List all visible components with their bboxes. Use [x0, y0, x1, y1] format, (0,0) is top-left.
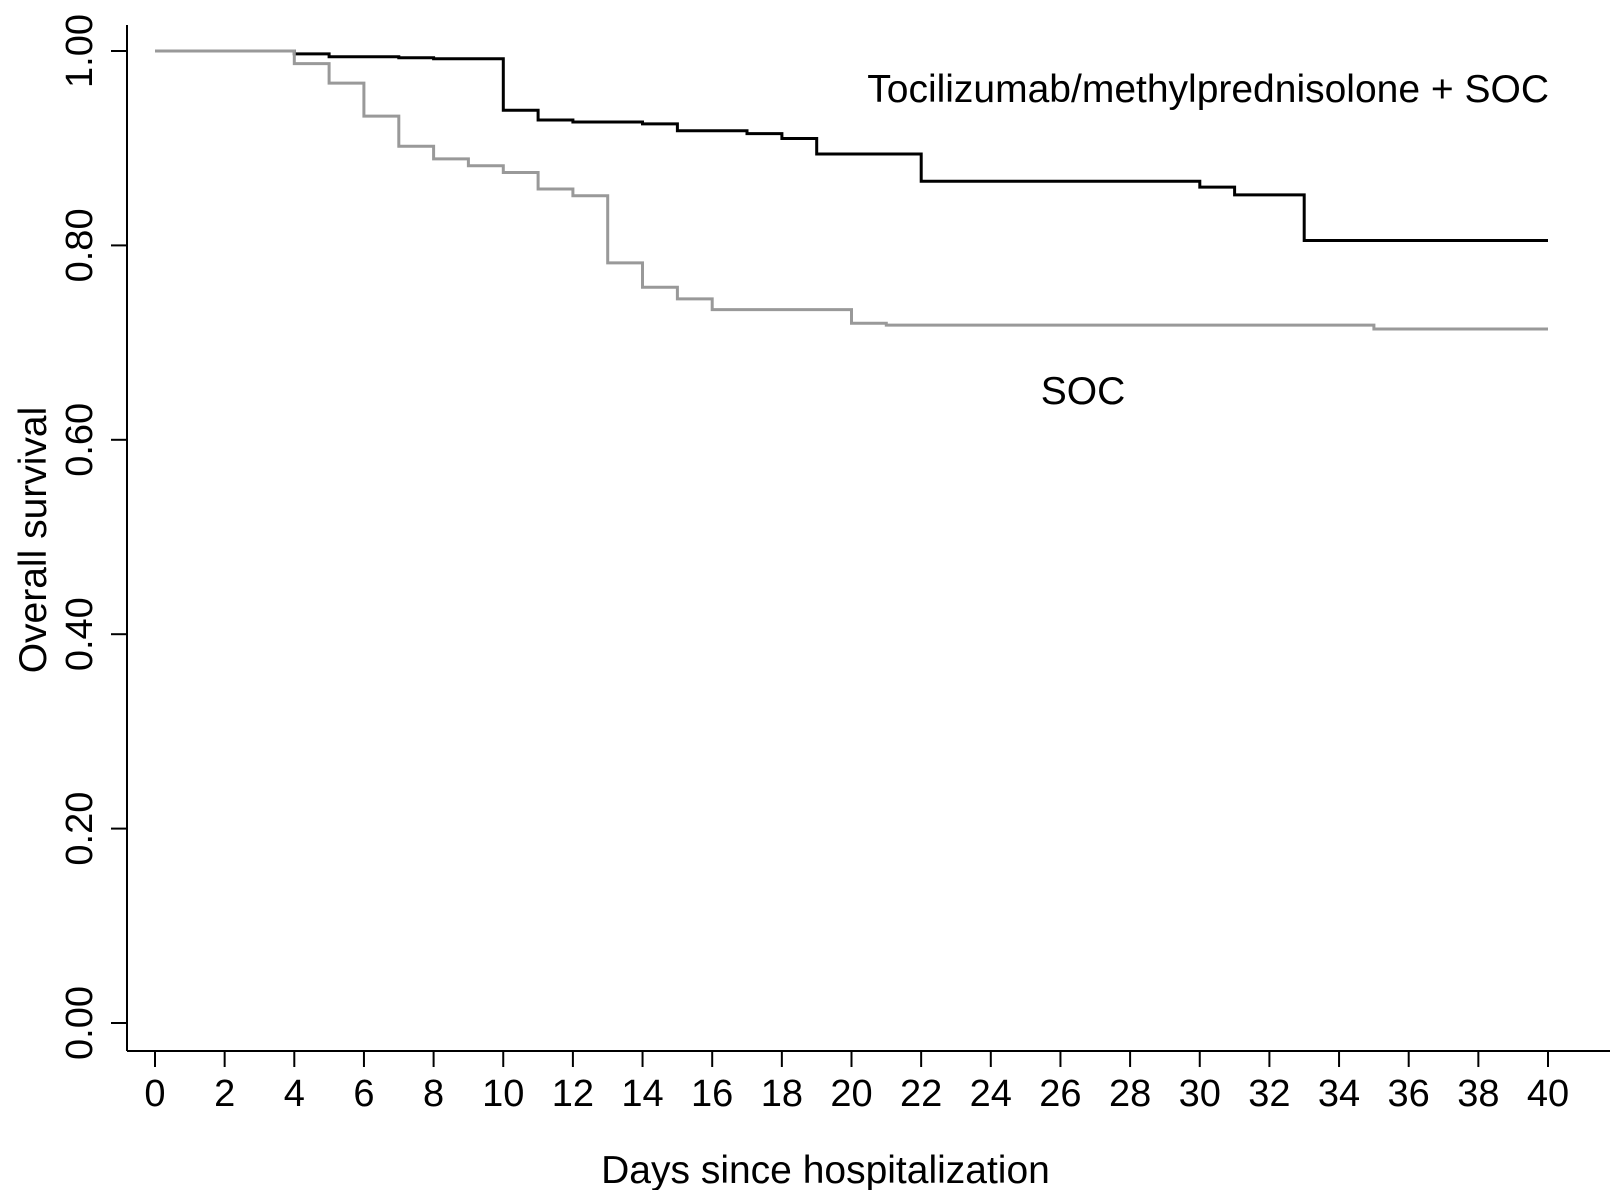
x-tick-label: 40 [1527, 1073, 1569, 1115]
y-tick-label: 1.00 [59, 14, 101, 88]
x-tick-label: 36 [1388, 1073, 1430, 1115]
x-tick-label: 16 [691, 1073, 733, 1115]
x-tick-label: 30 [1179, 1073, 1221, 1115]
x-tick-label: 6 [353, 1073, 374, 1115]
x-tick-label: 14 [621, 1073, 663, 1115]
series-lines [155, 49, 1548, 331]
x-tick-label: 28 [1109, 1073, 1151, 1115]
x-tick-label: 20 [830, 1073, 872, 1115]
x-tick-label: 0 [144, 1073, 165, 1115]
x-tick-label: 8 [423, 1073, 444, 1115]
y-tick-label: 0.80 [59, 208, 101, 282]
axes: 0 2 4 6 8 10 12 14 16 18 20 22 24 26 28 30 32 34 36 38 400.0… [59, 14, 1610, 1115]
x-tick-label: 18 [761, 1073, 803, 1115]
x-tick-label: 24 [970, 1073, 1012, 1115]
series-label-soc: SOC [1041, 370, 1126, 413]
x-tick-label: 38 [1457, 1073, 1499, 1115]
x-tick-label: 22 [900, 1073, 942, 1115]
x-tick-label: 26 [1039, 1073, 1081, 1115]
x-tick-label: 32 [1248, 1073, 1290, 1115]
y-tick-label: 0.20 [59, 792, 101, 866]
y-tick-label: 0.00 [59, 986, 101, 1060]
series-label-tocilizumab: Tocilizumab/methylprednisolone + SOC [867, 68, 1549, 111]
x-axis-title: Days since hospitalization [601, 1149, 1050, 1190]
series-line-1 [155, 49, 1548, 331]
x-tick-label: 4 [284, 1073, 305, 1115]
x-tick-label: 10 [482, 1073, 524, 1115]
y-axis-title: Overall survival [12, 407, 55, 674]
x-tick-label: 34 [1318, 1073, 1360, 1115]
y-tick-label: 0.60 [59, 403, 101, 477]
y-tick-label: 0.40 [59, 597, 101, 671]
series-line-0 [155, 49, 1548, 242]
x-tick-label: 12 [552, 1073, 594, 1115]
x-tick-label: 2 [214, 1073, 235, 1115]
